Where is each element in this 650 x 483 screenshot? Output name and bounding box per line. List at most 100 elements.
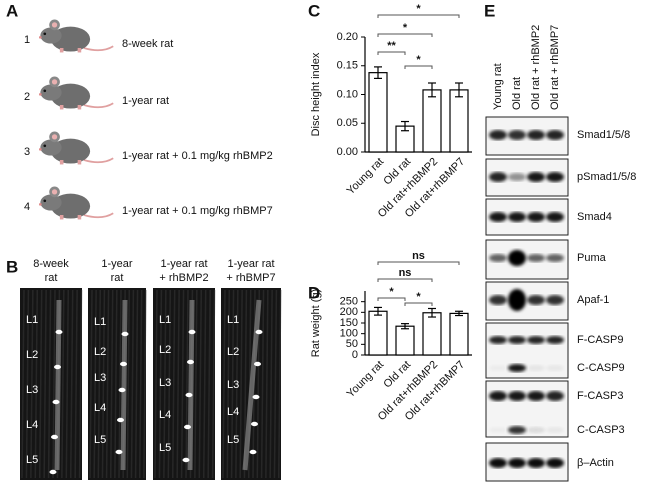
mri-texture: [101, 289, 106, 479]
significance-bracket: [377, 261, 460, 265]
group-label: 8-week rat: [122, 38, 173, 50]
level-label: L3: [227, 379, 239, 391]
mri-texture: [34, 289, 39, 479]
band: [489, 295, 507, 305]
level-label: L4: [227, 406, 239, 418]
mri-header: 1-year rat: [227, 258, 274, 270]
bar: [422, 89, 442, 153]
band: [508, 426, 526, 434]
bar: [368, 72, 388, 153]
band: [527, 130, 545, 140]
mri-texture: [226, 289, 231, 479]
mri-texture: [143, 289, 147, 479]
mri-texture: [47, 289, 52, 479]
mri-texture: [207, 289, 211, 479]
band: [527, 458, 545, 468]
band: [489, 212, 507, 222]
y-tick-label: 250: [340, 296, 358, 308]
significance-bracket: [404, 65, 433, 69]
lane-label: Old rat: [511, 77, 523, 110]
level-label: L5: [94, 434, 106, 446]
mri-texture: [69, 289, 74, 479]
mri-texture: [38, 289, 43, 479]
error-bar: [455, 310, 463, 317]
band: [527, 172, 545, 182]
disc: [115, 449, 123, 455]
band: [489, 254, 507, 262]
y-tick-label: 0.10: [337, 88, 358, 100]
band: [489, 336, 507, 344]
band: [527, 427, 545, 433]
mri-texture: [109, 289, 114, 479]
band: [508, 130, 526, 140]
group-label: 1-year rat: [122, 95, 169, 107]
mri-texture: [43, 289, 47, 479]
mri-header: 1-year: [101, 258, 133, 270]
level-label: L1: [26, 314, 38, 326]
disc: [188, 329, 196, 335]
mri-texture: [21, 289, 25, 479]
mouse-icon: [38, 18, 115, 54]
spine: [120, 299, 128, 471]
mouse-icon: [38, 75, 115, 111]
mri-texture: [52, 289, 56, 479]
level-label: L3: [26, 384, 38, 396]
level-label: L5: [227, 434, 239, 446]
mri-header: + rhBMP2: [159, 272, 208, 284]
disc: [54, 364, 61, 370]
band: [508, 173, 526, 181]
protein-label: Smad1/5/8: [577, 129, 630, 141]
significance-label: **: [387, 40, 396, 52]
bar: [449, 89, 469, 153]
group-number: 2: [24, 91, 30, 103]
panel-label: B: [6, 257, 18, 276]
level-label: L1: [159, 314, 171, 326]
mri-texture: [222, 289, 226, 479]
band: [527, 365, 545, 371]
band: [489, 130, 507, 140]
panel-label: C: [308, 1, 320, 20]
level-label: L3: [94, 372, 106, 384]
mri-texture: [265, 289, 269, 479]
mri-texture: [118, 289, 122, 479]
y-tick-label: 50: [346, 338, 358, 350]
significance-label: *: [416, 54, 421, 66]
mri-texture: [235, 289, 239, 479]
x-tick-label: Young rat: [345, 156, 387, 198]
level-label: L2: [26, 349, 38, 361]
disc: [52, 399, 60, 405]
band: [546, 172, 564, 182]
panel-label: E: [484, 1, 495, 20]
disc: [252, 394, 260, 400]
group-label: 1-year rat + 0.1 mg/kg rhBMP7: [122, 205, 273, 217]
mri-texture: [185, 289, 189, 479]
mri-texture: [93, 289, 97, 479]
band: [508, 212, 526, 222]
mri-header: 1-year rat: [160, 258, 207, 270]
band: [489, 365, 507, 371]
disc: [118, 387, 126, 393]
disc: [55, 329, 63, 335]
significance-label: *: [416, 3, 421, 15]
band: [527, 212, 545, 222]
y-axis-title: Rat weight (g): [310, 289, 322, 357]
bar: [422, 312, 442, 356]
spine: [187, 299, 195, 471]
mri-texture: [277, 289, 282, 479]
panel-label: D: [308, 283, 320, 302]
mri-texture: [78, 289, 83, 479]
significance-label: *: [416, 291, 421, 303]
y-tick-label: 0.15: [337, 60, 358, 72]
significance-bracket: [377, 278, 433, 282]
y-tick-label: 200: [340, 306, 358, 318]
y-tick-label: 0.20: [337, 31, 358, 43]
band: [546, 336, 564, 344]
bar: [368, 310, 388, 356]
y-tick-label: 150: [340, 317, 358, 329]
mri-texture: [171, 289, 176, 479]
group-label: 1-year rat + 0.1 mg/kg rhBMP2: [122, 150, 273, 162]
disc: [51, 434, 58, 440]
significance-bracket: [377, 51, 406, 55]
mri-texture: [194, 289, 198, 479]
